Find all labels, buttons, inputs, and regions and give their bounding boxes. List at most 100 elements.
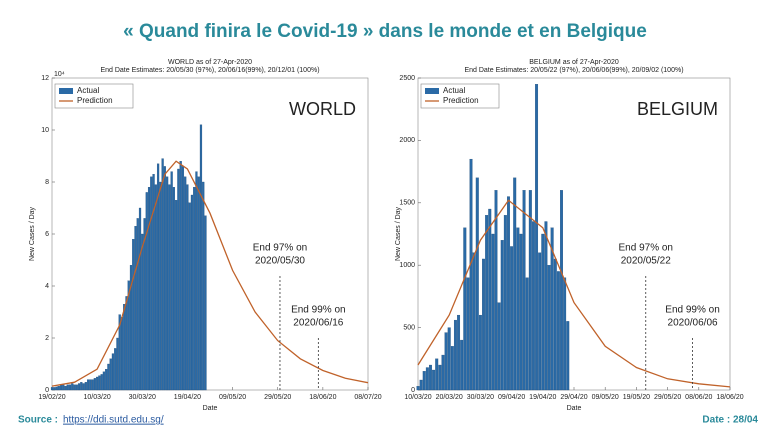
y-tick-label: 12 bbox=[41, 75, 49, 82]
bar bbox=[447, 327, 451, 391]
x-tick-label: 09/05/20 bbox=[592, 394, 619, 401]
bar bbox=[199, 124, 203, 391]
y-tick-label: 6 bbox=[45, 231, 49, 238]
bar bbox=[152, 174, 155, 391]
bar bbox=[197, 176, 200, 391]
annotation: End 99% on bbox=[665, 305, 720, 316]
bar bbox=[472, 252, 476, 391]
bar bbox=[204, 215, 207, 391]
bar bbox=[528, 190, 532, 391]
y-tick-label: 0 bbox=[411, 387, 415, 394]
bar bbox=[80, 382, 83, 391]
bar bbox=[425, 367, 429, 391]
y-tick-label: 10 bbox=[41, 127, 49, 134]
bar bbox=[538, 252, 542, 391]
bar bbox=[57, 385, 60, 391]
bar bbox=[494, 190, 498, 391]
bar bbox=[84, 382, 87, 391]
x-tick-label: 30/03/20 bbox=[129, 394, 156, 401]
bar bbox=[195, 171, 198, 391]
bar bbox=[161, 158, 164, 391]
bar bbox=[463, 227, 467, 391]
bar bbox=[510, 246, 514, 391]
bar bbox=[102, 371, 106, 391]
bar bbox=[181, 166, 185, 391]
annotation: 2020/05/22 bbox=[621, 256, 671, 267]
x-axis-label: Date bbox=[203, 405, 218, 412]
y-tick-label: 1000 bbox=[399, 262, 415, 269]
bar bbox=[466, 277, 470, 391]
bar bbox=[488, 208, 492, 391]
y-tick-label: 2500 bbox=[399, 75, 415, 82]
legend-label: Prediction bbox=[77, 96, 113, 105]
bar bbox=[175, 200, 178, 391]
bar bbox=[469, 158, 473, 391]
bar bbox=[516, 227, 520, 391]
bar bbox=[507, 196, 510, 391]
bar bbox=[453, 319, 457, 391]
bar bbox=[71, 383, 74, 391]
bar bbox=[120, 317, 124, 391]
bar bbox=[513, 177, 517, 391]
source-link[interactable]: https://ddi.sutd.edu.sg/ bbox=[63, 415, 164, 426]
bar bbox=[147, 187, 151, 391]
bar bbox=[73, 384, 76, 391]
source-label: Source : bbox=[18, 415, 58, 426]
legend-swatch bbox=[425, 88, 439, 94]
bar bbox=[68, 384, 72, 391]
bar bbox=[87, 379, 90, 391]
bar bbox=[98, 375, 101, 391]
legend-label: Prediction bbox=[443, 96, 479, 105]
bar bbox=[432, 369, 436, 391]
legend-label: Actual bbox=[77, 86, 99, 95]
chart-title: WORLD as of 27-Apr-2020 bbox=[168, 59, 252, 66]
x-tick-label: 10/03/20 bbox=[84, 394, 111, 401]
bar bbox=[193, 187, 196, 391]
x-tick-label: 10/03/20 bbox=[404, 394, 431, 401]
bar bbox=[50, 387, 54, 391]
x-tick-label: 09/04/20 bbox=[498, 394, 525, 401]
y-axis-label: New Cases / Day bbox=[395, 206, 402, 261]
bar bbox=[172, 187, 175, 391]
bar bbox=[91, 379, 94, 391]
x-tick-label: 29/04/20 bbox=[560, 394, 587, 401]
chart-subtitle: End Date Estimates: 20/05/22 (97%), 20/0… bbox=[464, 67, 683, 74]
x-tick-label: 20/03/20 bbox=[436, 394, 463, 401]
plot-area bbox=[51, 77, 369, 391]
bar bbox=[475, 177, 479, 391]
annotation: 2020/06/06 bbox=[668, 318, 718, 329]
bar bbox=[138, 207, 142, 391]
y-axis-label: New Cases / Day bbox=[29, 206, 36, 261]
bar bbox=[150, 176, 153, 391]
bar bbox=[441, 354, 445, 391]
bar bbox=[93, 378, 96, 391]
y-tick-label: 500 bbox=[403, 324, 415, 331]
bar bbox=[563, 277, 567, 391]
bar bbox=[500, 240, 504, 391]
bar bbox=[53, 387, 56, 391]
y-tick-label: 0 bbox=[45, 387, 49, 394]
bar bbox=[82, 383, 85, 391]
bar bbox=[55, 386, 58, 391]
bar bbox=[59, 384, 63, 391]
x-tick-label: 08/07/20 bbox=[354, 394, 381, 401]
bar bbox=[141, 233, 144, 391]
x-tick-label: 19/04/20 bbox=[174, 394, 201, 401]
bar bbox=[111, 353, 115, 391]
x-tick-label: 29/05/20 bbox=[654, 394, 681, 401]
bar bbox=[460, 339, 464, 391]
bar bbox=[129, 265, 133, 391]
annotation: 2020/06/16 bbox=[293, 318, 343, 329]
annotation: End 97% on bbox=[619, 243, 674, 254]
bar bbox=[541, 233, 545, 391]
bar bbox=[188, 202, 191, 391]
bar bbox=[497, 302, 501, 391]
bar bbox=[166, 176, 169, 391]
bar bbox=[177, 168, 180, 391]
x-tick-label: 19/05/20 bbox=[623, 394, 650, 401]
bar bbox=[116, 337, 119, 391]
bar bbox=[134, 226, 137, 391]
bar bbox=[77, 383, 81, 391]
bar bbox=[107, 363, 110, 391]
